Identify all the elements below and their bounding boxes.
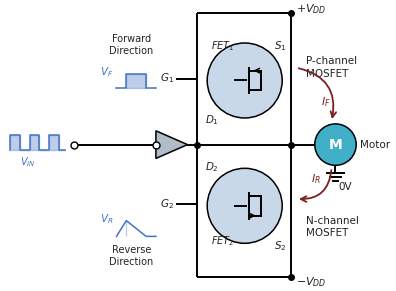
Text: Forward: Forward [112,34,151,44]
Text: $-V_{DD}$: $-V_{DD}$ [296,275,327,289]
Text: $S_2$: $S_2$ [274,239,287,253]
Circle shape [315,124,356,165]
Text: $+V_{DD}$: $+V_{DD}$ [296,3,327,16]
Text: Reverse: Reverse [112,245,151,255]
Text: Motor: Motor [360,140,390,150]
Circle shape [207,43,282,118]
Text: $G_2$: $G_2$ [160,197,174,211]
Polygon shape [156,131,187,158]
Text: $I_F$: $I_F$ [321,95,331,109]
Text: Direction: Direction [109,257,153,267]
Text: $V_F$: $V_F$ [100,66,114,79]
Text: MOSFET: MOSFET [306,228,348,238]
Text: Direction: Direction [109,46,153,56]
Text: $FET_1$: $FET_1$ [211,39,234,53]
Text: P-channel: P-channel [306,56,357,66]
Text: 0V: 0V [339,182,352,192]
Text: $G_1$: $G_1$ [160,72,174,86]
Text: $D_1$: $D_1$ [205,113,219,127]
Text: $V_{IN}$: $V_{IN}$ [20,155,35,169]
Text: $V_R$: $V_R$ [100,212,114,226]
Text: $I_R$: $I_R$ [311,172,321,186]
Text: $FET_2$: $FET_2$ [211,235,234,248]
Circle shape [207,168,282,243]
Text: N-channel: N-channel [306,216,359,226]
Text: $S_1$: $S_1$ [274,39,287,53]
Text: MOSFET: MOSFET [306,69,348,79]
Text: M: M [329,138,343,152]
Text: $D_2$: $D_2$ [205,160,219,174]
